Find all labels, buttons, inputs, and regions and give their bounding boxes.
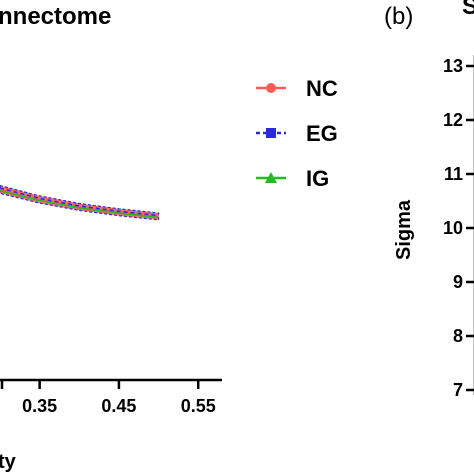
legend-item-ig: IG <box>256 166 329 191</box>
legend-ig-label: IG <box>306 166 329 191</box>
right-y-tick-label: 7 <box>453 380 463 400</box>
left-x-axis-label: ty <box>0 451 17 473</box>
right-y-ticks: 7 8 9 10 11 12 13 <box>443 56 474 400</box>
legend-item-eg: EG <box>256 121 338 146</box>
legend-ig-marker <box>265 172 277 183</box>
left-chart-title: nnectome <box>0 3 111 30</box>
left-x-tick-label: 0.35 <box>22 396 57 416</box>
legend-eg-label: EG <box>306 121 338 146</box>
left-panel: nnectome 0.35 0.45 0.55 ty NC EG IG <box>0 3 338 473</box>
series-line-ig <box>0 190 159 219</box>
legend: NC EG IG <box>256 76 338 191</box>
left-x-tick-label: 0.45 <box>101 396 136 416</box>
left-x-tick-label: 0.55 <box>181 396 216 416</box>
left-x-ticks: 0.35 0.45 0.55 <box>0 380 216 416</box>
right-panel: (b) S 7 8 9 10 11 12 13 Sigma <box>384 0 474 400</box>
legend-item-nc: NC <box>256 76 338 101</box>
legend-nc-label: NC <box>306 76 338 101</box>
legend-eg-marker <box>266 128 276 138</box>
panel-label-b: (b) <box>384 3 413 30</box>
right-y-tick-label: 10 <box>443 218 463 238</box>
right-y-tick-label: 8 <box>453 326 463 346</box>
series-line-eg <box>0 187 159 217</box>
right-y-axis-label: Sigma <box>393 199 415 260</box>
right-chart-title: S <box>462 0 474 20</box>
right-y-tick-label: 9 <box>453 272 463 292</box>
right-y-tick-label: 13 <box>443 56 463 76</box>
right-y-tick-label: 11 <box>444 164 463 184</box>
left-series-layer <box>0 187 159 219</box>
legend-nc-marker <box>266 83 276 93</box>
right-y-tick-label: 12 <box>443 110 463 130</box>
